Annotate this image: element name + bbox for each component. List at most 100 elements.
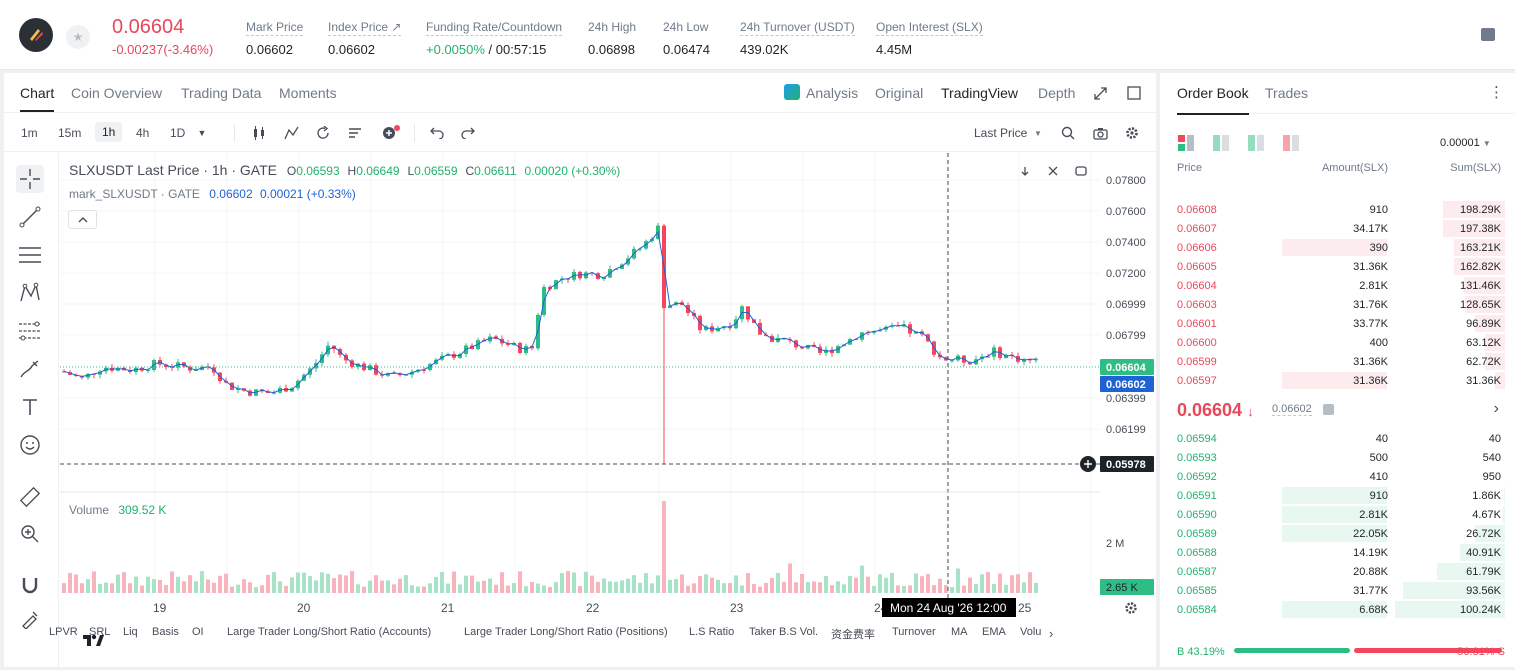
timeframe-1m[interactable]: 1m [21, 126, 38, 140]
view-asks-icon[interactable] [1283, 135, 1300, 151]
zoom-in-icon[interactable] [16, 520, 44, 548]
stat-label[interactable]: 24h Turnover (USDT) [740, 20, 855, 36]
bid-row[interactable]: 0.06593 500 540 [1160, 448, 1515, 467]
bid-row[interactable]: 0.06594 40 40 [1160, 429, 1515, 448]
tab-moments[interactable]: Moments [279, 85, 337, 101]
search-icon[interactable] [1060, 125, 1076, 141]
brush-icon[interactable] [16, 355, 44, 383]
tab-chart[interactable]: Chart [20, 85, 55, 112]
timeframe-1h[interactable]: 1h [95, 122, 123, 142]
timeframe-1d[interactable]: 1D [170, 126, 186, 140]
tab-trading-data[interactable]: Trading Data [181, 85, 262, 101]
view-tradingview[interactable]: TradingView [941, 85, 1019, 101]
bid-row[interactable]: 0.06589 22.05K 26.72K [1160, 524, 1515, 543]
ask-row[interactable]: 0.06607 34.17K 197.38K [1160, 219, 1515, 238]
view-analysis[interactable]: Analysis [806, 85, 859, 101]
indicator-ema[interactable]: EMA [982, 626, 1006, 638]
info-icon[interactable] [1323, 404, 1334, 415]
indicator-srl[interactable]: SRL [89, 626, 111, 638]
indicator-ls-positions[interactable]: Large Trader Long/Short Ratio (Positions… [464, 626, 668, 638]
camera-icon[interactable] [1092, 125, 1108, 141]
bid-row[interactable]: 0.06588 14.19K 40.91K [1160, 543, 1515, 562]
bid-row[interactable]: 0.06591 910 1.86K [1160, 486, 1515, 505]
price-chart[interactable]: 0.07800 0.07600 0.07400 0.07200 0.06999 0.067… [60, 153, 1156, 617]
lock-drawing-icon[interactable] [16, 605, 44, 633]
replay-icon[interactable] [315, 125, 331, 141]
indicator-funding-rate[interactable]: 资金费率 [831, 628, 875, 641]
bid-row[interactable]: 0.06590 2.81K 4.67K [1160, 505, 1515, 524]
view-both-icon[interactable] [1178, 135, 1195, 151]
indicator-volume[interactable]: Volu [1020, 626, 1042, 638]
ruler-icon[interactable] [16, 483, 44, 511]
chevron-down-icon[interactable]: ▼ [1034, 128, 1042, 138]
ask-row[interactable]: 0.06606 390 163.21K [1160, 238, 1515, 257]
favorite-star-icon[interactable]: ★ [66, 25, 90, 49]
horizontal-lines-icon[interactable] [16, 241, 44, 269]
indicators-icon[interactable] [284, 125, 300, 141]
view-split-icon[interactable] [1248, 135, 1265, 151]
ask-row[interactable]: 0.06604 2.81K 131.46K [1160, 276, 1515, 295]
indicator-ls-ratio[interactable]: L.S Ratio [689, 626, 735, 638]
ask-row[interactable]: 0.06601 33.77K 96.89K [1160, 314, 1515, 333]
bid-row[interactable]: 0.06592 410 950 [1160, 467, 1515, 486]
tab-coin-overview[interactable]: Coin Overview [71, 85, 163, 101]
timeframe-15m[interactable]: 15m [58, 126, 82, 140]
timeframe-4h[interactable]: 4h [136, 126, 150, 140]
settings-gear-icon[interactable] [1124, 601, 1140, 617]
trend-line-icon[interactable] [16, 203, 44, 231]
add-alert-icon[interactable] [381, 124, 401, 142]
collapse-icon[interactable] [1042, 161, 1064, 181]
chevron-right-icon[interactable]: › [1049, 626, 1054, 641]
pattern-tool-icon[interactable] [16, 279, 44, 307]
candlestick-icon[interactable] [252, 125, 268, 141]
indicator-liq[interactable]: Liq [123, 626, 138, 638]
window-icon[interactable] [1126, 85, 1142, 101]
price-type-select[interactable]: Last Price [974, 126, 1028, 140]
ask-row[interactable]: 0.06603 31.76K 128.65K [1160, 295, 1515, 314]
fib-retracement-icon[interactable] [16, 317, 44, 345]
precision-select[interactable]: 0.00001 ▼ [1440, 137, 1491, 149]
notebook-icon[interactable] [1481, 28, 1495, 41]
view-bids-icon[interactable] [1213, 135, 1230, 151]
chevron-down-icon[interactable]: ▼ [197, 128, 207, 138]
text-tool-icon[interactable] [16, 393, 44, 421]
ask-row[interactable]: 0.06597 31.36K 31.36K [1160, 371, 1515, 390]
stat-label[interactable]: Open Interest (SLX) [876, 20, 983, 36]
bid-row[interactable]: 0.06587 20.88K 61.79K [1160, 562, 1515, 581]
indicator-oi[interactable]: OI [192, 626, 204, 638]
ask-row[interactable]: 0.06599 31.36K 62.72K [1160, 352, 1515, 371]
arrow-down-icon[interactable] [1014, 161, 1036, 181]
stat-label[interactable]: Mark Price [246, 20, 304, 36]
indicator-turnover[interactable]: Turnover [892, 626, 936, 638]
stat-label[interactable]: Funding Rate/Countdown [426, 20, 563, 36]
undo-icon[interactable] [429, 125, 445, 141]
redo-icon[interactable] [460, 125, 476, 141]
collapse-legend-button[interactable] [68, 210, 97, 229]
indicator-ma[interactable]: MA [951, 626, 968, 638]
view-original[interactable]: Original [875, 85, 924, 101]
more-options-icon[interactable]: ⋮ [1489, 84, 1504, 101]
indicator-taker-vol[interactable]: Taker B.S Vol. [749, 626, 819, 638]
chevron-right-icon[interactable]: › [1493, 400, 1499, 417]
settings-gear-icon[interactable] [1124, 125, 1140, 141]
tab-order-book[interactable]: Order Book [1177, 85, 1249, 101]
ask-row[interactable]: 0.06608 910 198.29K [1160, 200, 1515, 219]
template-icon[interactable] [347, 125, 363, 141]
indicator-basis[interactable]: Basis [152, 626, 179, 638]
indicator-ls-accounts[interactable]: Large Trader Long/Short Ratio (Accounts) [227, 626, 432, 638]
emoji-icon[interactable] [16, 431, 44, 459]
bid-row[interactable]: 0.06584 6.68K 100.24K [1160, 600, 1515, 619]
expand-icon[interactable] [1092, 85, 1108, 101]
order-size-bar [1282, 506, 1387, 523]
tab-trades[interactable]: Trades [1265, 85, 1309, 101]
ask-row[interactable]: 0.06600 400 63.12K [1160, 333, 1515, 352]
indicator-lpvr[interactable]: LPVR [49, 626, 78, 638]
stat-label[interactable]: Index Price ↗ [328, 20, 402, 36]
bid-row[interactable]: 0.06585 31.77K 93.56K [1160, 581, 1515, 600]
magnet-icon[interactable] [16, 571, 44, 599]
maximize-pane-icon[interactable] [1070, 161, 1092, 181]
tradingview-logo-icon[interactable] [80, 626, 108, 654]
ask-row[interactable]: 0.06605 31.36K 162.82K [1160, 257, 1515, 276]
crosshair-icon[interactable] [16, 165, 44, 193]
view-depth[interactable]: Depth [1038, 85, 1076, 101]
